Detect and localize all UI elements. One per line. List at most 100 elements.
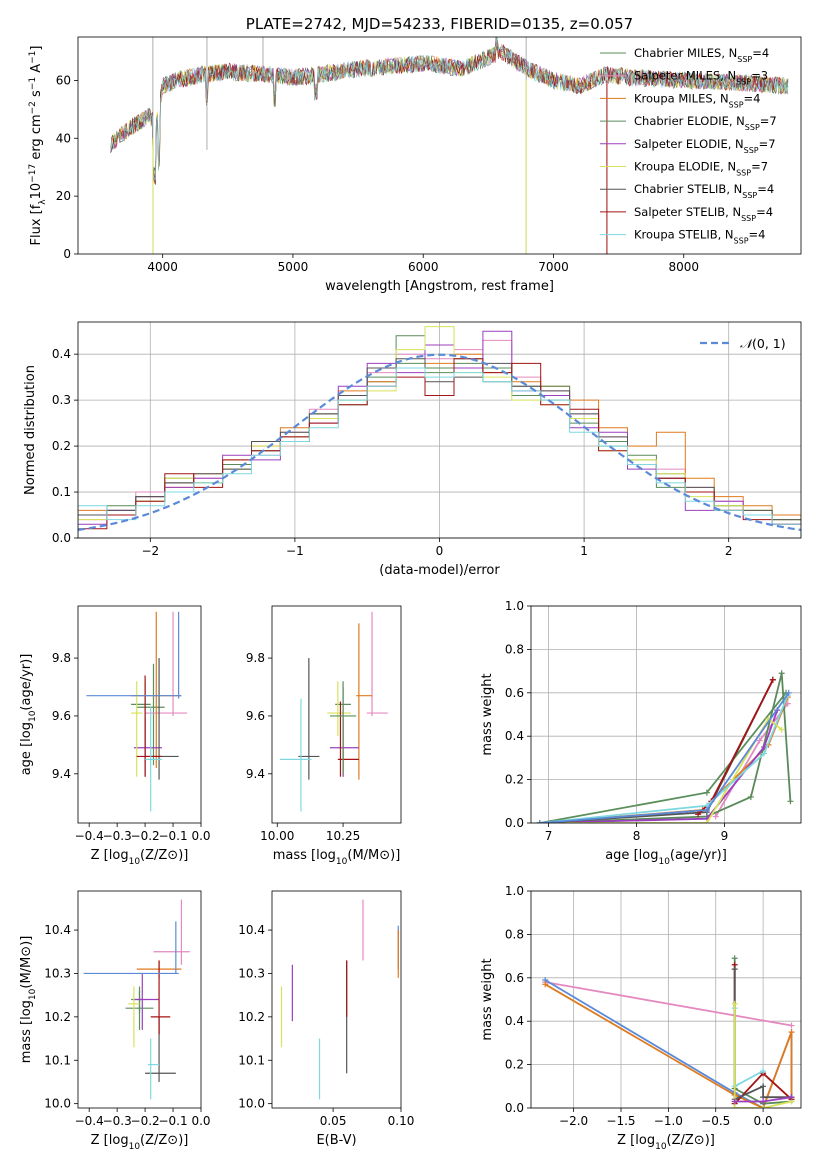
plot-area-z-age [86,611,188,812]
x-tick-label: −1.0 [654,1114,683,1128]
x-tick-label: −0.1 [158,1114,187,1128]
y-tick-label: 10.4 [44,923,71,937]
legend-entry: Salpeter STELIB, NSSP=4 [634,205,773,223]
y-tick-label: 9.8 [52,651,71,665]
x-tick-label: −0.3 [103,829,132,843]
x-tick-label: 0.0 [191,829,210,843]
y-axis-label: mass weight [480,958,495,1040]
normal-curve [78,353,801,531]
label-part: log [316,848,336,863]
weight-marker [778,670,785,677]
y-tick-label: 1.0 [505,599,524,613]
x-axis-label: Z [log10(Z/Z⊙)] [617,1133,715,1152]
axes-frame [271,890,402,1109]
y-tick-label: 10.4 [238,923,265,937]
y-tick-label: 10.0 [238,1097,265,1111]
y-tick-label: 9.4 [52,767,71,781]
x-tick-label: −0.2 [131,1114,160,1128]
x-tick-label: 0.05 [320,1114,347,1128]
legend-entry: Chabrier MILES, NSSP=4 [634,46,769,64]
weight-marker [778,726,785,733]
x-tick-label: 0.10 [388,1114,415,1128]
label-part: log [639,848,659,863]
axes-frame [77,321,802,539]
panel-spectrum: 4000 5000 6000 7000 8000 0 20 40 60 PLATE=2742, M… [28,15,802,294]
y-tick-label: 20 [56,189,71,203]
spectrum-line [110,37,789,181]
label-part: wavelength [Angstrom, rest frame] [325,279,554,294]
y-tick-label: 9.4 [246,767,265,781]
x-axis-label: Z [log10(Z/Z⊙)] [91,1133,189,1152]
y-tick-label: 9.6 [246,709,265,723]
label-part: 10 [129,857,141,867]
x-tick-label: −2 [141,544,159,558]
weight-marker [788,1094,795,1101]
legend-entry: Kroupa ELODIE, NSSP=7 [634,160,768,178]
axes-frame [77,605,202,824]
legend-sub: SSP [744,145,759,154]
x-axis-label: Z [log10(Z/Z⊙)] [91,848,189,867]
y-tick-label: 0.3 [52,393,71,407]
label-part: log [19,1000,34,1020]
weight-line [539,696,789,823]
y-tick-label: 10.2 [238,1010,265,1024]
legend-entry: Kroupa MILES, NSSP=4 [634,91,760,109]
y-axis-label: age [log10(age/yr)] [19,654,38,776]
y-tick-label: 0.4 [505,1014,524,1028]
label-part: 10 [655,1142,667,1152]
label-part: log [109,1133,129,1148]
legend-entry: 𝒩(0, 1) [740,336,786,351]
y-tick-label: 10.0 [44,1097,71,1111]
y-tick-label: 10.2 [44,1010,71,1024]
label-part: 10 [336,857,348,867]
y-tick-label: 0 [63,247,71,261]
weight-line [539,694,789,823]
y-tick-label: 1.0 [505,884,524,898]
label-part: age [ [19,742,34,775]
label-part: (Z/Z⊙)] [140,848,188,863]
y-tick-label: 0.6 [505,971,524,985]
weight-marker [731,955,738,962]
panel-z-age: −0.4−0.3−0.2−0.1 0.09.49.69.8Z [log10(Z/Z… [19,605,211,867]
weight-marker [703,789,710,796]
weight-marker [769,676,776,683]
y-tick-label: 0.2 [52,439,71,453]
weight-line [733,1003,792,1108]
weight-marker [760,1068,767,1075]
y-tick-label: 0.4 [505,729,524,743]
weight-marker [756,737,763,744]
panel-residuals: −2 −1 0 1 2 0.0 0.1 0.2 0.3 0.4 𝒩(0, 1) (data-model… [23,321,802,578]
legend-nssp: =7 [759,137,776,151]
y-axis-label: Flux [fλ10−17 erg cm−2 s−1 A−1] [28,46,48,246]
x-tick-label: 10.00 [260,829,294,843]
weight-marker [747,793,754,800]
plot-area-spectrum [110,37,789,254]
x-tick-label: −0.1 [158,829,187,843]
legend-args: (0, 1) [752,336,786,351]
weight-marker [703,820,710,823]
x-tick-label: 9 [721,829,729,843]
y-tick-label: 9.8 [246,651,265,665]
weight-marker [731,966,738,973]
y-tick-label: 0.4 [52,347,71,361]
weight-marker [760,1083,767,1090]
legend-sub: SSP [742,191,757,200]
x-tick-label: 8000 [668,260,699,274]
y-tick-label: 0.8 [505,927,524,941]
legend-sub: SSP [729,100,744,109]
x-tick-label: 7000 [538,260,569,274]
label-part: 10 [658,857,670,867]
weight-marker [787,798,794,805]
x-tick-label: 2 [725,544,733,558]
axes-frame [77,890,202,1109]
x-tick-label: −0.3 [103,1114,132,1128]
weight-marker [712,813,719,820]
histogram-step [78,367,801,538]
panel-z-mass: −0.4−0.3−0.2−0.1 0.0 10.0 10.1 10.2 10.3 10.4 Z… [19,890,211,1152]
chart-title: PLATE=2742, MJD=54233, FIBERID=0135, z=0… [246,15,633,33]
legend-nssp: =4 [757,182,774,196]
label-part: log [109,848,129,863]
y-tick-label: 10.1 [238,1053,265,1067]
label-part: Z [ [91,1133,109,1148]
